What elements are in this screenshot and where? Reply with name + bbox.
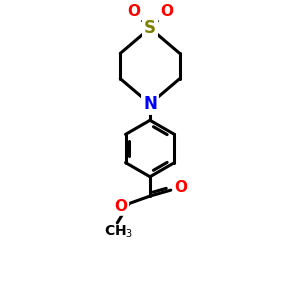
Text: CH$_3$: CH$_3$	[104, 224, 134, 240]
Text: N: N	[143, 95, 157, 113]
Text: O: O	[127, 4, 140, 19]
Text: S: S	[144, 19, 156, 37]
Text: O: O	[114, 199, 128, 214]
Text: O: O	[160, 4, 173, 19]
Text: O: O	[175, 180, 188, 195]
